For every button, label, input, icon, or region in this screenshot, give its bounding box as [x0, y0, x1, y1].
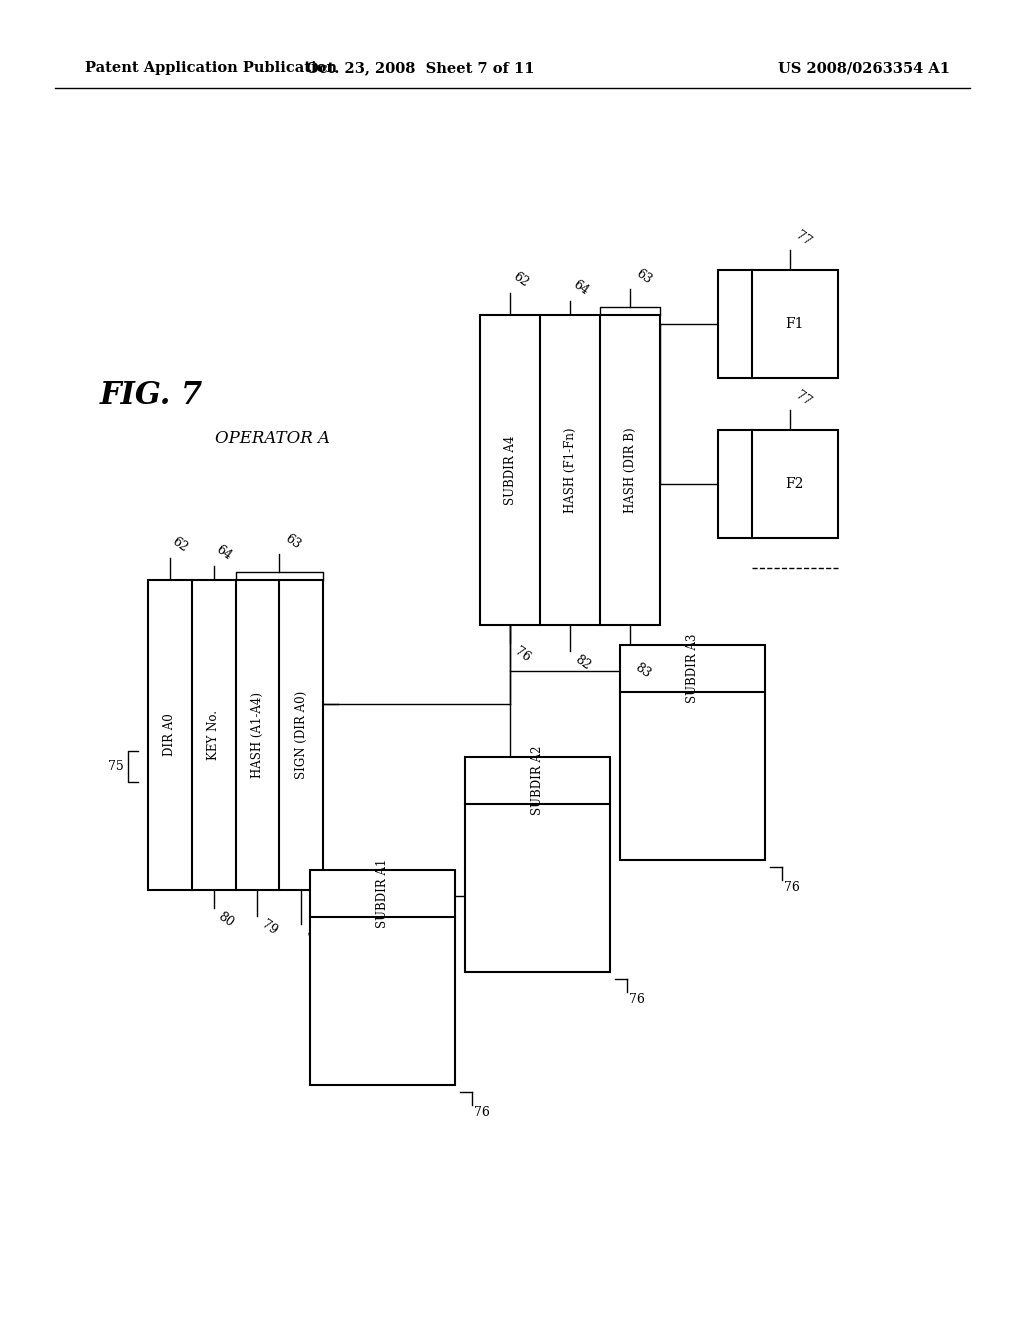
Text: SUBDIR A3: SUBDIR A3	[686, 634, 699, 704]
Text: HASH (DIR B): HASH (DIR B)	[624, 428, 637, 512]
Text: 83: 83	[632, 661, 652, 681]
Text: HASH (A1-A4): HASH (A1-A4)	[251, 692, 264, 777]
Text: F2: F2	[785, 477, 804, 491]
Text: 62: 62	[510, 271, 530, 290]
Text: FIG. 7: FIG. 7	[100, 380, 203, 411]
Text: 80: 80	[216, 909, 237, 929]
Bar	[465, 756, 610, 972]
Text: Oct. 23, 2008  Sheet 7 of 11: Oct. 23, 2008 Sheet 7 of 11	[306, 61, 535, 75]
Text: 64: 64	[214, 543, 234, 564]
Bar	[480, 315, 660, 624]
Text: Patent Application Publication: Patent Application Publication	[85, 61, 337, 75]
Text: 76: 76	[629, 993, 645, 1006]
Bar	[718, 430, 838, 539]
Text: 81: 81	[303, 927, 324, 946]
Text: KEY No.: KEY No.	[207, 710, 220, 760]
Bar	[718, 271, 838, 378]
Text: 76: 76	[784, 880, 800, 894]
Text: 77: 77	[793, 228, 813, 248]
Text: OPERATOR A: OPERATOR A	[215, 430, 330, 447]
Text: 82: 82	[572, 653, 593, 673]
Text: SUBDIR A4: SUBDIR A4	[504, 436, 516, 504]
Text: 76: 76	[474, 1106, 489, 1119]
Text: 63: 63	[283, 532, 303, 552]
Text: 75: 75	[109, 759, 124, 772]
Text: HASH (F1-Fn): HASH (F1-Fn)	[563, 428, 577, 512]
Text: SUBDIR A1: SUBDIR A1	[376, 859, 389, 928]
Text: SUBDIR A2: SUBDIR A2	[531, 746, 544, 816]
Text: DIR A0: DIR A0	[164, 714, 176, 756]
Text: 79: 79	[259, 917, 280, 937]
Text: 76: 76	[512, 645, 532, 665]
Text: SIGN (DIR A0): SIGN (DIR A0)	[295, 690, 307, 779]
Bar	[620, 645, 765, 861]
Text: 64: 64	[570, 279, 591, 298]
Bar	[148, 579, 323, 890]
Text: 62: 62	[170, 535, 190, 554]
Text: US 2008/0263354 A1: US 2008/0263354 A1	[778, 61, 950, 75]
Bar	[310, 870, 455, 1085]
Text: 63: 63	[633, 267, 653, 286]
Text: 77: 77	[793, 388, 813, 408]
Text: F1: F1	[785, 317, 804, 331]
